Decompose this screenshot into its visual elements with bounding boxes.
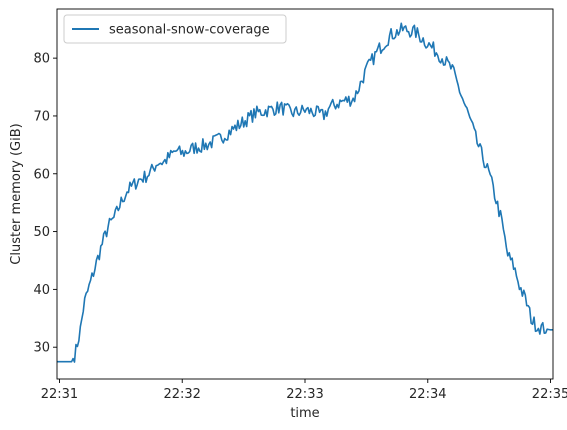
x-tick-label: 22:35: [532, 387, 567, 402]
x-tick-label: 22:34: [409, 387, 446, 402]
y-tick-label: 40: [33, 283, 50, 298]
legend-box: [63, 14, 287, 44]
y-axis-label: Cluster memory (GiB): [9, 123, 24, 264]
y-tick-label: 60: [33, 167, 50, 182]
y-tick-label: 70: [33, 109, 50, 124]
x-tick-label: 22:31: [41, 387, 78, 402]
y-axis: 30 40 50 60 70 80: [33, 52, 57, 356]
x-axis-label: time: [290, 406, 319, 421]
legend: seasonal-snow-coverage: [63, 14, 287, 44]
x-tick-label: 22:32: [163, 387, 200, 402]
legend-label: seasonal-snow-coverage: [109, 23, 270, 38]
y-tick-label: 30: [33, 341, 50, 356]
x-tick-label: 22:33: [286, 387, 323, 402]
x-axis: 22:31 22:32 22:33 22:34 22:35: [41, 379, 567, 402]
y-tick-label: 50: [33, 225, 50, 240]
series-line-seasonal-snow-coverage: [57, 22, 553, 363]
y-tick-label: 80: [33, 52, 50, 67]
